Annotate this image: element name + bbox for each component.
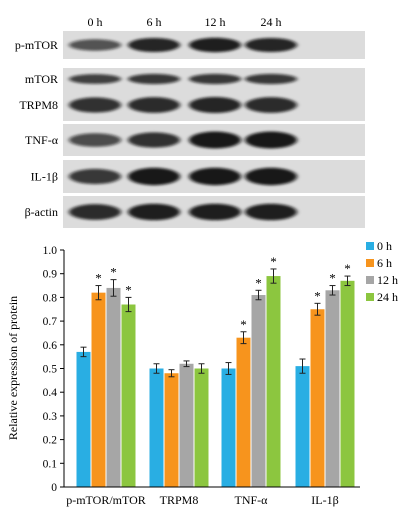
bar <box>179 363 194 487</box>
blot-band <box>189 203 241 221</box>
significance-marker: * <box>125 282 132 297</box>
bar <box>295 366 310 487</box>
y-tick-label: 0.7 <box>43 316 58 328</box>
blot-band <box>189 73 241 85</box>
x-category-label: p-mTOR/mTOR <box>66 493 146 507</box>
y-tick-label: 0.5 <box>43 364 58 376</box>
x-category-label: TRPM8 <box>160 493 199 507</box>
blot-band <box>69 74 121 84</box>
y-tick-label: 0.1 <box>43 458 58 470</box>
blot-band <box>245 131 297 149</box>
y-tick-label: 0.4 <box>43 387 58 399</box>
legend-label: 6 h <box>377 256 392 270</box>
significance-marker: * <box>329 271 336 286</box>
y-tick-label: 1.0 <box>43 245 58 257</box>
significance-marker: * <box>240 317 247 332</box>
y-tick-label: 0.6 <box>43 340 58 352</box>
y-tick-label: 0.3 <box>43 411 58 423</box>
bar <box>266 276 281 487</box>
blot-band <box>245 203 297 221</box>
x-category-label: IL-1β <box>311 493 338 507</box>
legend-swatch <box>366 242 374 250</box>
blot-band <box>189 37 241 53</box>
blot-band <box>189 96 241 114</box>
blot-band <box>128 167 180 186</box>
blot-band <box>245 167 297 186</box>
blot-protein-label: IL-1β <box>31 170 58 184</box>
bar <box>106 287 121 487</box>
legend-swatch <box>366 259 374 267</box>
blot-band <box>245 73 297 85</box>
bar <box>221 368 236 487</box>
legend-swatch <box>366 276 374 284</box>
blot-band <box>189 167 241 186</box>
significance-marker: * <box>110 265 117 280</box>
bar <box>251 295 266 487</box>
legend-label: 12 h <box>377 273 398 287</box>
blot-band <box>69 133 121 147</box>
legend-label: 0 h <box>377 239 392 253</box>
blot-protein-label: TNF-α <box>25 133 59 147</box>
blot-protein-label: p-mTOR <box>15 38 58 52</box>
bar-chart: * * * * * * * * * 0 0.1 0.2 0.3 0.4 0.5 0.6 0.7 0.8 0.9 1.… <box>6 239 398 507</box>
x-category-label: TNF-α <box>235 493 269 507</box>
western-blot: 0 h 6 h 12 h 24 h p-mTOR mTOR TRPM8 TNF-α IL-1β… <box>15 15 365 228</box>
y-tick-label: 0.2 <box>43 435 58 447</box>
blot-lane-label: 24 h <box>261 15 282 29</box>
blot-lane-label: 6 h <box>147 15 162 29</box>
bar <box>310 309 325 487</box>
blot-lane-label: 0 h <box>88 15 103 29</box>
significance-marker: * <box>255 275 262 290</box>
blot-band <box>69 97 121 113</box>
blot-band <box>128 73 180 85</box>
blot-band <box>189 131 241 149</box>
blot-band <box>69 204 121 220</box>
legend-swatch <box>366 293 374 301</box>
blot-protein-label: mTOR <box>25 72 58 86</box>
significance-marker: * <box>270 254 277 269</box>
blot-protein-label: β-actin <box>25 205 58 219</box>
bar <box>236 337 251 487</box>
significance-marker: * <box>95 271 102 286</box>
blot-band <box>128 37 180 53</box>
blot-band <box>245 37 297 53</box>
blot-band <box>128 97 180 113</box>
blot-band <box>128 132 180 148</box>
significance-marker: * <box>344 261 351 276</box>
bar <box>149 368 164 487</box>
significance-marker: * <box>314 288 321 303</box>
bar <box>91 292 106 487</box>
blot-band <box>69 39 121 51</box>
blot-band <box>245 97 297 113</box>
y-tick-label: 0 <box>51 482 57 494</box>
bar <box>194 368 209 487</box>
legend-label: 24 h <box>377 290 398 304</box>
bar <box>121 304 136 487</box>
bar <box>76 351 91 487</box>
blot-band <box>128 203 180 221</box>
y-axis-label: Relative expression of protein <box>6 296 20 440</box>
y-tick-label: 0.9 <box>43 269 58 281</box>
bar <box>340 280 355 487</box>
blot-band <box>69 168 121 185</box>
y-tick-label: 0.8 <box>43 292 58 304</box>
bar <box>164 373 179 487</box>
blot-protein-label: TRPM8 <box>19 98 58 112</box>
legend: 0 h 6 h 12 h 24 h <box>366 239 398 304</box>
blot-lane-label: 12 h <box>205 15 226 29</box>
bar <box>325 290 340 487</box>
